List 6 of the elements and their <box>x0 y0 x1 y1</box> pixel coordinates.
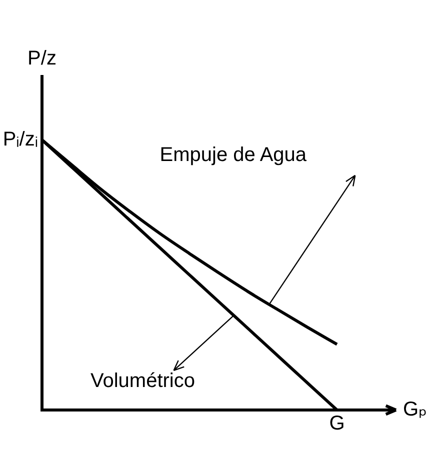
x-axis-title: Gₚ <box>403 398 428 421</box>
y-axis-title: P/z <box>28 48 56 70</box>
text: Empuje de Agua <box>160 144 308 166</box>
text: G <box>329 412 345 435</box>
annotation: Pᵢ/zᵢ <box>2 128 38 150</box>
legend-label: Volumétrico <box>90 370 195 392</box>
